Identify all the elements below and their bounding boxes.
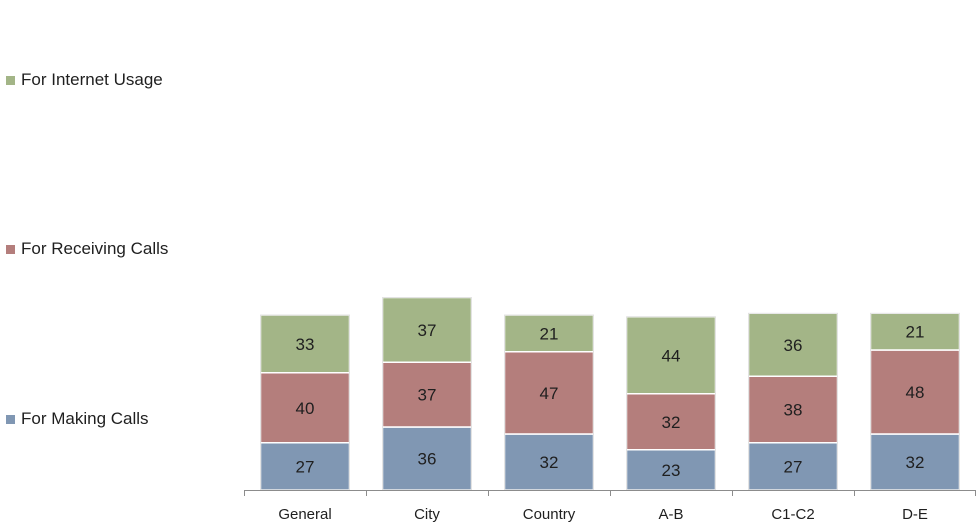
bar-segment-a-b-for-internet-usage [625,316,717,395]
x-tick-label-country: Country [523,506,576,522]
bar-segment-c1-c2-for-internet-usage [747,312,839,377]
legend-item-making-calls: For Making Calls [6,409,149,429]
data-label-city-for-receiving-calls: 37 [418,386,437,405]
data-label-a-b-for-receiving-calls: 32 [662,413,681,432]
x-tick-label-d-e: D-E [902,506,928,522]
bar-segment-c1-c2-for-making-calls [747,442,839,491]
data-label-c1-c2-for-internet-usage: 36 [784,336,803,355]
data-label-country-for-making-calls: 32 [540,453,559,472]
bars-group: 27 40 33 36 37 37 32 47 21 23 32 44 27 38 36 32 48 21 [259,296,961,491]
data-label-general-for-making-calls: 27 [296,457,315,476]
data-label-country-for-receiving-calls: 47 [540,384,559,403]
x-tick-label-general: General [278,506,331,522]
legend-label-internet-usage: For Internet Usage [21,70,163,89]
bar-segment-d-e-for-making-calls [869,433,961,491]
data-label-a-b-for-internet-usage: 44 [662,346,681,365]
data-label-d-e-for-internet-usage: 21 [906,323,925,342]
bar-segment-d-e-for-receiving-calls [869,349,961,435]
data-label-general-for-internet-usage: 33 [296,335,315,354]
legend-swatch-internet-usage [6,75,15,85]
legend-label-receiving-calls: For Receiving Calls [21,239,169,258]
data-label-c1-c2-for-making-calls: 27 [784,457,803,476]
legend-item-internet-usage: For Internet Usage [6,70,163,90]
data-label-d-e-for-making-calls: 32 [906,453,925,472]
legend-swatch-receiving-calls [6,244,15,254]
data-label-a-b-for-making-calls: 23 [662,461,681,480]
legend-label-making-calls: For Making Calls [21,409,149,428]
data-label-d-e-for-receiving-calls: 48 [906,383,925,402]
data-label-city-for-internet-usage: 37 [418,321,437,340]
data-label-country-for-internet-usage: 21 [540,324,559,343]
bar-segment-a-b-for-receiving-calls [625,393,717,451]
x-tick-label-a-b: A-B [658,506,683,522]
legend-item-receiving-calls: For Receiving Calls [6,239,168,259]
x-tick-label-c1-c2: C1-C2 [771,506,814,522]
bar-segment-city-for-receiving-calls [381,361,473,428]
x-axis: General City Country A-B C1-C2 D-E [244,490,976,522]
legend-swatch-making-calls [6,414,15,424]
bar-segment-c1-c2-for-receiving-calls [747,375,839,444]
data-label-c1-c2-for-receiving-calls: 38 [784,401,803,420]
x-tick-label-city: City [414,506,440,522]
data-label-general-for-receiving-calls: 40 [296,399,315,418]
bar-segment-country-for-receiving-calls [503,351,595,435]
data-label-city-for-making-calls: 36 [418,450,437,469]
